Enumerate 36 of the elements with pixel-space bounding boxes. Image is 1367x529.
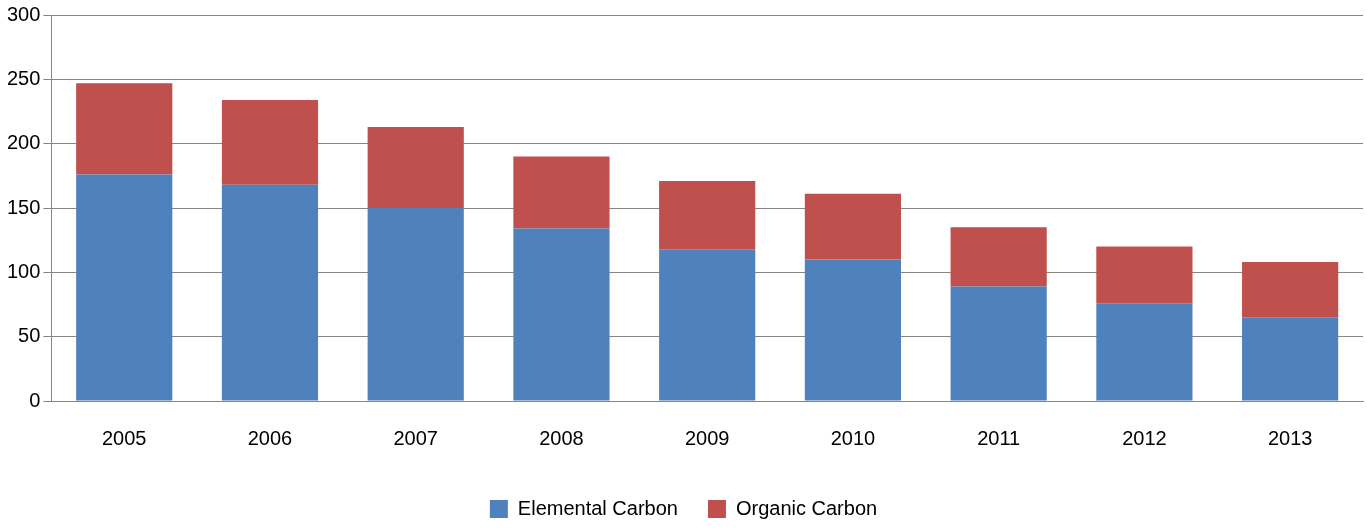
y-tick-label: 300 [6,2,41,25]
bar [1096,246,1193,304]
bar [804,193,902,260]
x-tick-label: 2012 [1122,426,1167,449]
bar [76,174,173,401]
x-tick-label: 2005 [101,426,147,449]
bar [221,99,319,185]
y-tick-label: 250 [6,66,41,89]
bar [76,83,173,175]
legend-label: Elemental Carbon [517,496,678,519]
bar [950,286,1047,401]
bar [659,180,756,250]
x-tick-label: 2008 [539,426,584,449]
bar [513,156,610,229]
bar [659,249,756,401]
bar [1096,303,1193,401]
x-tick-label: 2007 [393,426,438,449]
x-tick-label: 2013 [1267,426,1313,449]
y-tick-label: 0 [29,388,41,411]
bar [513,228,610,401]
bar [221,184,319,401]
x-tick-label: 2010 [830,426,876,449]
y-tick-label: 200 [6,131,41,154]
x-tick-label: 2009 [684,426,730,449]
legend-label: Organic Carbon [735,496,878,519]
bar [804,259,902,401]
bar [367,208,464,401]
y-tick-label: 50 [18,324,41,347]
bar [950,227,1047,287]
y-tick-label: 100 [6,259,41,282]
x-tick-label: 2006 [247,426,293,449]
bar [1242,317,1339,401]
bar [367,126,464,208]
x-tick-label: 2011 [977,426,1021,449]
bar [1242,262,1339,318]
y-tick-label: 150 [6,195,41,218]
